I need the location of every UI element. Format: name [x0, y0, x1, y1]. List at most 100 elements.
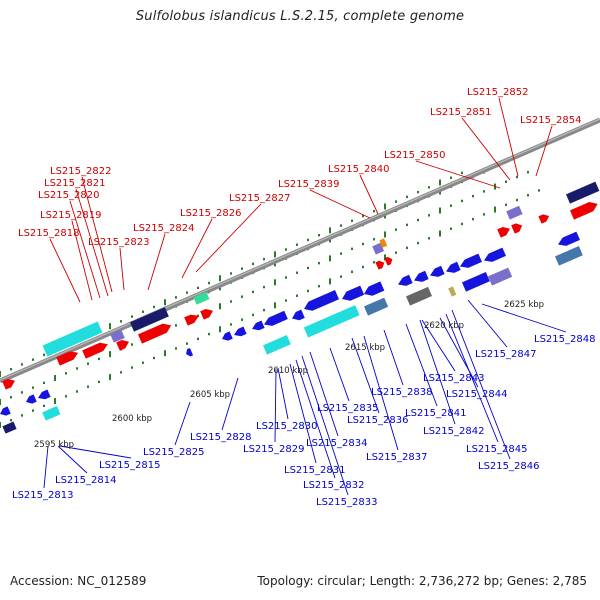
gene-label: LS215_2832: [303, 480, 364, 491]
tick-mark: [461, 199, 463, 203]
label-leader-line: [195, 203, 262, 273]
tick-mark: [285, 276, 287, 279]
tick-mark: [76, 390, 78, 393]
label-leader-line: [309, 351, 339, 437]
tick-mark: [318, 284, 320, 288]
label-leader-line: [81, 176, 113, 293]
genome-title: Sulfolobus islandicus L.S.2.15, complete…: [135, 9, 465, 24]
tick-mark: [274, 279, 276, 286]
gene-label: LS215_2841: [405, 408, 466, 419]
forward-gene: [384, 256, 393, 266]
tick-mark: [428, 237, 430, 240]
reverse-gene: [263, 335, 291, 355]
forward-gene: [193, 291, 210, 305]
gene-features: [0, 181, 600, 434]
forward-gene: [110, 329, 125, 343]
tick-mark: [296, 271, 298, 274]
label-leader-line: [461, 117, 511, 181]
gene-label: LS215_2828: [190, 432, 251, 443]
scale-label: 2625 kbp: [504, 300, 544, 310]
tick-mark: [164, 299, 166, 306]
forward-gene: [42, 321, 103, 357]
tick-mark: [373, 238, 375, 241]
label-leader-line: [69, 200, 101, 299]
reverse-gene: [460, 253, 482, 268]
backbone-highlight: [0, 118, 600, 381]
forward-gene: [56, 351, 79, 366]
gene-label: LS215_2842: [423, 426, 484, 437]
label-leader-line: [181, 218, 213, 279]
tick-mark: [131, 315, 133, 318]
tick-mark: [54, 398, 56, 405]
tick-mark: [208, 332, 210, 336]
gene-label: LS215_2830: [256, 421, 317, 432]
reverse-gene: [304, 290, 340, 311]
scale-label: 2610 kbp: [268, 366, 308, 376]
gene-label: LS215_2818: [18, 228, 79, 239]
tick-mark: [472, 194, 474, 198]
label-leader-line: [419, 319, 456, 425]
tick-mark: [296, 294, 298, 297]
label-leader-line: [363, 335, 399, 451]
tick-mark: [450, 227, 452, 230]
tick-mark: [450, 176, 452, 179]
gene-label: LS215_2837: [366, 452, 427, 463]
tick-mark: [538, 189, 540, 192]
tick-mark: [307, 289, 309, 293]
tick-mark: [10, 419, 12, 422]
tick-mark: [252, 290, 254, 294]
tick-mark: [384, 231, 386, 238]
label-leader-line: [481, 303, 567, 333]
forward-gene: [375, 260, 385, 270]
gene-label: LS215_2813: [12, 490, 73, 501]
tick-mark: [263, 308, 265, 312]
reverse-gene: [292, 309, 305, 321]
tick-mark: [142, 310, 144, 313]
accession-text: Accession: NC_012589: [10, 574, 147, 588]
label-leader-line: [119, 247, 125, 291]
forward-gene: [570, 202, 598, 220]
tick-mark: [461, 222, 463, 226]
reverse-gene: [488, 267, 513, 286]
tick-mark: [406, 223, 408, 227]
tick-mark: [21, 414, 23, 417]
tick-mark: [483, 213, 485, 216]
reverse-gene: [414, 270, 429, 282]
tick-mark: [65, 372, 67, 375]
tick-mark: [21, 391, 23, 394]
label-leader-line: [289, 363, 317, 464]
tick-mark: [153, 356, 155, 360]
tick-mark: [120, 371, 122, 374]
reverse-gene: [186, 347, 194, 357]
tick-mark: [65, 395, 67, 398]
tick-mark: [219, 303, 221, 310]
tick-mark: [0, 422, 1, 428]
tick-mark: [76, 367, 78, 370]
tick-mark: [373, 261, 375, 264]
tick-mark: [439, 207, 441, 214]
tick-mark: [175, 324, 177, 327]
forward-gene: [138, 323, 172, 344]
gene-label: LS215_2836: [347, 415, 408, 426]
genome-backbone: [0, 117, 600, 384]
tick-mark: [296, 243, 298, 246]
tick-mark: [241, 267, 243, 270]
tick-mark: [21, 363, 23, 366]
label-leader-line: [351, 337, 380, 414]
reverse-gene: [448, 286, 457, 297]
tick-mark: [340, 252, 342, 255]
tick-mark: [219, 326, 221, 333]
gene-label: LS215_2835: [317, 403, 378, 414]
reverse-gene: [2, 421, 17, 434]
scale-labels: 2595 kbp 2600 kbp 2605 kbp 2610 kbp 2615 kbp…: [34, 300, 544, 450]
scale-label: 2615 kbp: [345, 343, 385, 353]
label-leader-line: [295, 359, 336, 479]
reverse-gene: [26, 394, 37, 404]
tick-mark: [241, 318, 243, 321]
forward-gene: [130, 307, 169, 332]
forward-gene: [116, 339, 130, 351]
tick-mark: [318, 233, 320, 237]
tick-mark: [450, 204, 452, 207]
tick-mark: [285, 248, 287, 251]
tick-mark: [164, 350, 166, 357]
